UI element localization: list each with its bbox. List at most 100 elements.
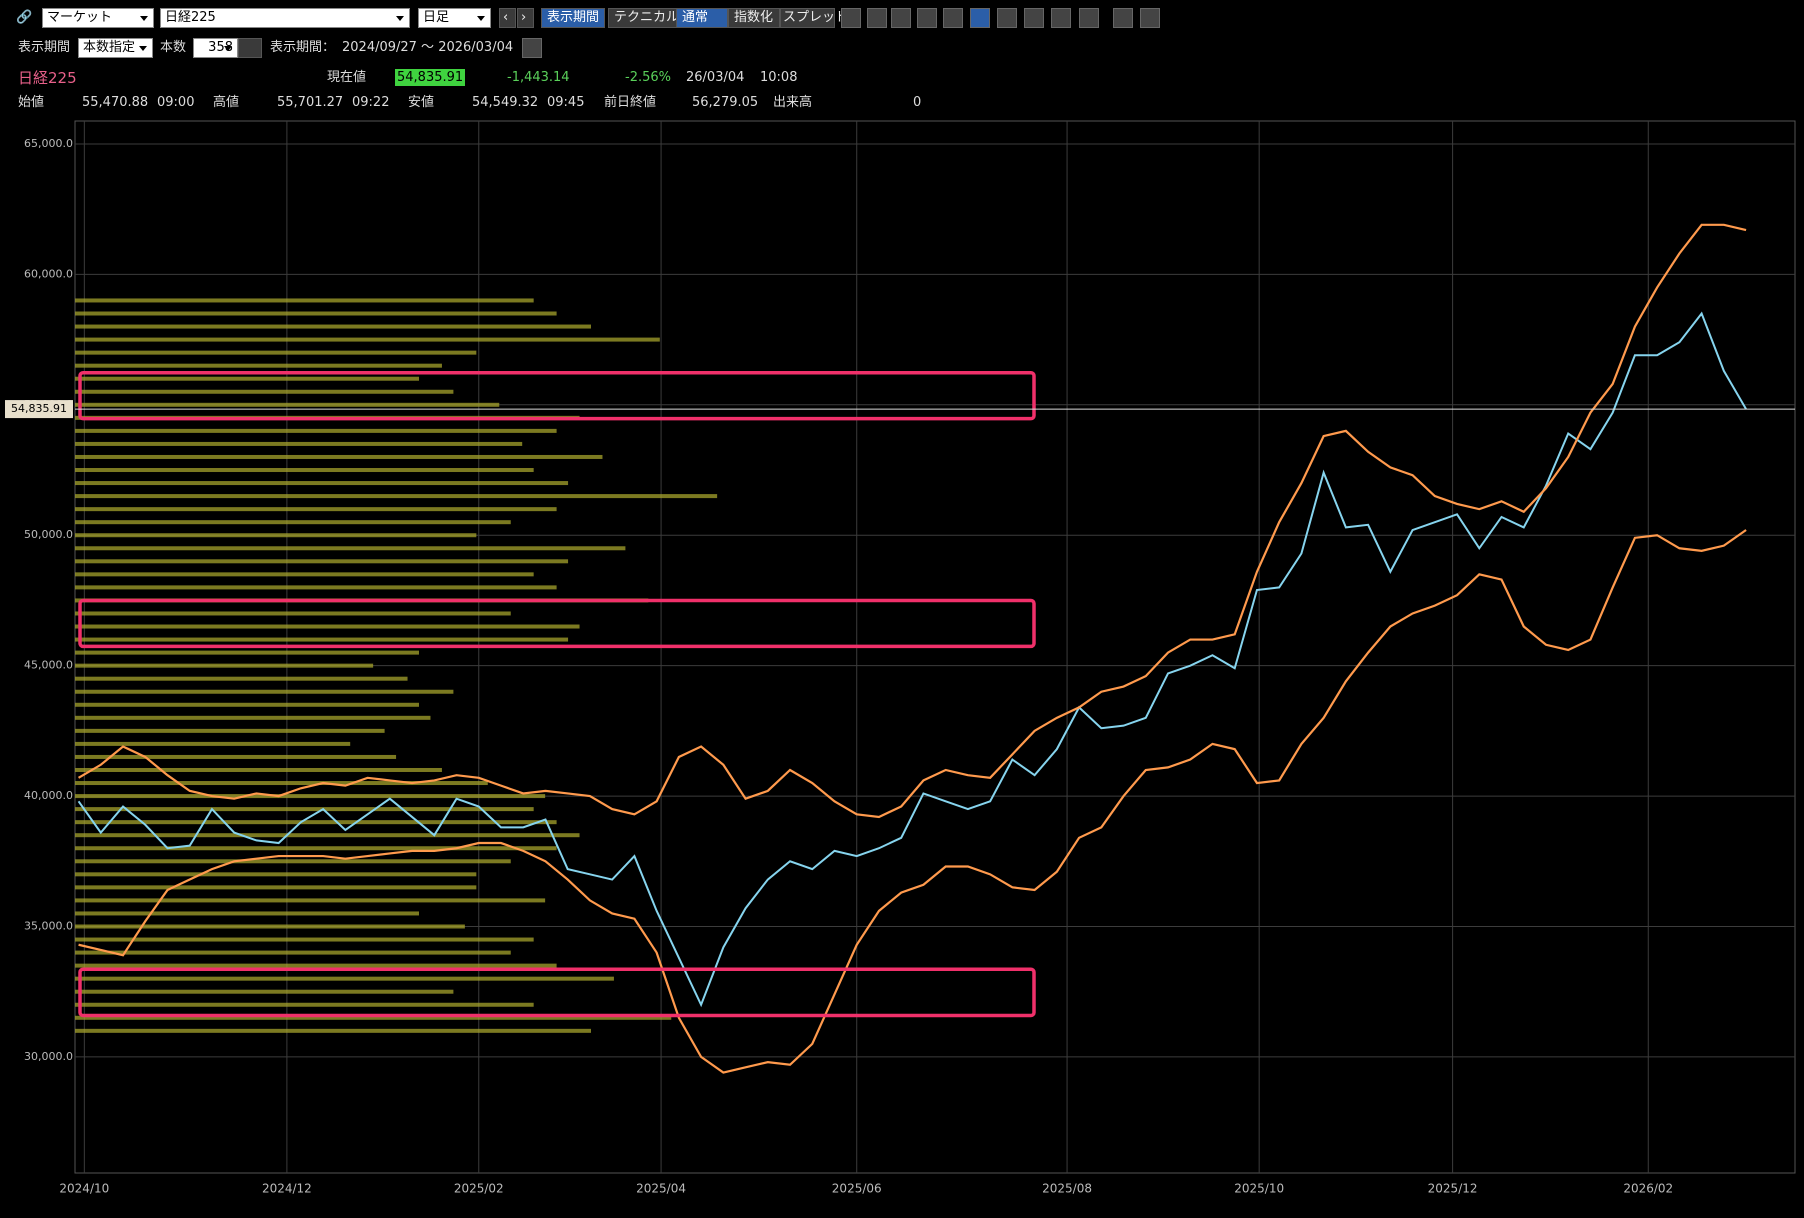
volume-profile-bar [75, 950, 511, 955]
quote-time: 10:08 [760, 70, 798, 85]
index-button[interactable]: 指数化 [728, 8, 780, 28]
x-tick-label: 2024/10 [59, 1182, 109, 1196]
market-dropdown[interactable]: マーケット [42, 8, 154, 28]
volume-profile-bar [75, 924, 465, 929]
volume-profile-bar [75, 337, 660, 342]
volume-profile-bar [75, 989, 454, 994]
volume-profile-bar [75, 885, 477, 890]
count-label: 本数 [160, 40, 187, 55]
x-tick-label: 2025/06 [832, 1182, 882, 1196]
volume-profile-bar [75, 298, 534, 303]
tool-icon[interactable] [917, 8, 937, 28]
range-label: 表示期間： [270, 40, 336, 55]
normal-button[interactable]: 通常 [676, 8, 728, 28]
volume-profile-bar [75, 311, 557, 316]
high-time: 09:22 [352, 95, 390, 110]
volume-profile-bar [75, 689, 454, 694]
y-tick-label: 30,000.0 [24, 1050, 73, 1063]
tool-icon[interactable] [997, 8, 1017, 28]
period-tab[interactable]: 表示期間 [541, 8, 606, 28]
volume-profile-bar [75, 520, 511, 525]
volume-profile-bar [75, 1015, 672, 1020]
next-button[interactable]: › [517, 8, 534, 28]
volume-profile-bar [75, 846, 557, 851]
prev-close-label: 前日終値 [604, 95, 657, 110]
volume-profile-bar [75, 389, 454, 394]
spread-button[interactable]: スプレッド [780, 8, 848, 28]
tool-icon[interactable] [943, 8, 963, 28]
tool-icon[interactable] [1140, 8, 1160, 28]
volume-profile-bar [75, 559, 569, 564]
volume-profile-bar [75, 441, 523, 446]
change: -1,443.14 [507, 70, 570, 85]
volume-profile-bar [75, 468, 534, 473]
symbol-name: 日経225 [18, 69, 77, 87]
x-tick-label: 2025/08 [1042, 1182, 1092, 1196]
plot-border [74, 120, 1796, 1174]
volume-profile-bar [75, 1002, 534, 1007]
last-price-label: 54,835.91 [11, 402, 67, 415]
volume-profile-bar [75, 611, 511, 616]
change-pct: -2.56% [625, 70, 671, 85]
y-tick-label: 40,000.0 [24, 789, 73, 802]
prev-close-value: 56,279.05 [692, 95, 759, 110]
highlight-zone [78, 967, 1036, 1018]
symbol-dropdown[interactable]: 日経225 [160, 8, 410, 28]
volume-profile-bar [75, 1028, 591, 1033]
volume-profile-bar [75, 963, 557, 968]
tool-icon[interactable] [1024, 8, 1044, 28]
refresh-icon[interactable] [522, 38, 542, 58]
volume-profile-bar [75, 715, 431, 720]
low-time: 09:45 [547, 95, 585, 110]
current-label: 現在値 [327, 70, 367, 85]
x-tick-label: 2026/02 [1623, 1182, 1673, 1196]
volume-profile-bar [75, 767, 442, 772]
count-input[interactable]: 358 [193, 38, 238, 58]
volume-profile-bar [75, 481, 569, 486]
volume-profile-bar [75, 976, 614, 981]
volume-profile-bar [75, 754, 397, 759]
volume-profile-bar [75, 781, 488, 786]
open-value: 55,470.88 [82, 95, 149, 110]
x-tick-label: 2025/12 [1428, 1182, 1478, 1196]
tool-icon[interactable] [1113, 8, 1133, 28]
volume-profile-bar [75, 546, 626, 551]
prev-button[interactable]: ‹ [499, 8, 516, 28]
interval-dropdown[interactable]: 日足 [418, 8, 491, 28]
volume-profile-bar [75, 376, 419, 381]
volume-label: 出来高 [773, 95, 813, 110]
tool-icon[interactable] [867, 8, 887, 28]
tool-icon[interactable] [1079, 8, 1099, 28]
tool-icon[interactable] [970, 8, 990, 28]
volume-profile-bar [75, 937, 534, 942]
open-time: 09:00 [157, 95, 195, 110]
link-icon[interactable]: 🔗 [16, 10, 33, 25]
x-tick-label: 2025/10 [1234, 1182, 1284, 1196]
y-tick-label: 50,000.0 [24, 528, 73, 541]
open-label: 始値 [18, 95, 45, 110]
volume-profile-bar [75, 624, 580, 629]
tool-icon[interactable] [1051, 8, 1071, 28]
volume-profile-bar [75, 454, 603, 459]
volume-profile-bar [75, 402, 500, 407]
period-mode-dropdown[interactable]: 本数指定 [78, 38, 153, 58]
volume-profile-bar [75, 833, 580, 838]
price-line [77, 311, 1747, 1008]
count-spinner[interactable] [238, 38, 262, 58]
volume-profile-bar [75, 428, 557, 433]
y-tick-label: 35,000.0 [24, 919, 73, 932]
volume-profile-bar [75, 872, 477, 877]
tool-icon[interactable] [891, 8, 911, 28]
current-price: 54,835.91 [395, 69, 466, 86]
volume-profile-bar [75, 676, 408, 681]
highlight-zone [78, 598, 1036, 649]
tool-icon[interactable] [841, 8, 861, 28]
volume-profile-bar [75, 898, 546, 903]
volume-profile-bar [75, 350, 477, 355]
volume-value: 0 [913, 95, 922, 110]
volume-profile-bar [75, 572, 534, 577]
technical-tab[interactable]: テクニカル [608, 8, 686, 28]
range-text: 2024/09/27 ～ 2026/03/04 [342, 40, 514, 55]
highlight-zone [78, 370, 1036, 421]
